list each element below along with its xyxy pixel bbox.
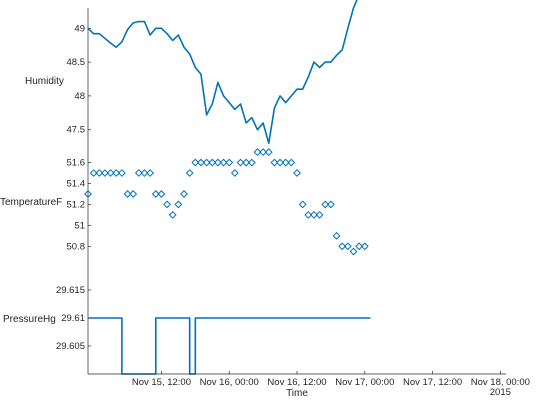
data-point (349, 247, 358, 256)
x-tick-label: Nov 18, 00:00 (471, 377, 530, 388)
data-point (151, 190, 160, 198)
x-axis-label: Time (286, 388, 308, 399)
data-point (310, 210, 318, 219)
data-point (230, 169, 239, 177)
data-point (242, 158, 251, 167)
data-point (225, 158, 234, 167)
data-point (355, 242, 364, 251)
data-point (202, 158, 211, 167)
series-line (88, 317, 371, 375)
data-point (174, 200, 183, 209)
y-tick-label: 29.61 (61, 313, 85, 324)
y-tick-label: 48 (74, 91, 85, 102)
data-point (89, 169, 98, 177)
data-point (168, 210, 177, 219)
data-point (304, 210, 313, 219)
panel-temperaturef: 50.8 51 51.2 51.4 51.6 TemperatureF (0, 148, 369, 262)
y-axis-label: Humidity (25, 76, 64, 87)
data-point (332, 231, 341, 240)
y-tick-label: 51 (74, 220, 85, 231)
data-point (185, 169, 194, 177)
data-point (95, 169, 104, 177)
y-tick-label: 51.6 (67, 158, 86, 169)
data-point (112, 169, 121, 177)
data-point (281, 158, 290, 167)
y-tick-label: 49 (74, 23, 85, 34)
data-point (259, 148, 268, 157)
panel-humidity: 47.5 48 48.5 49 Humidity (25, 0, 358, 150)
data-point (117, 169, 126, 177)
data-point (293, 169, 301, 177)
x-tick-year-label: 2015 (490, 387, 511, 398)
data-point (298, 200, 307, 209)
data-point (360, 242, 369, 251)
y-tick-label: 29.615 (56, 285, 85, 296)
y-tick-label: 47.5 (67, 125, 86, 136)
data-point (315, 210, 324, 219)
series-line (87, 0, 358, 145)
x-tick-label: Nov 16, 12:00 (267, 377, 326, 388)
x-tick-label: Nov 17, 00:00 (335, 377, 394, 388)
y-axis-label: TemperatureF (0, 197, 62, 208)
y-axis-label: PressureHg (3, 314, 56, 325)
data-point (270, 158, 279, 167)
data-point (180, 190, 188, 198)
data-point (287, 158, 296, 167)
y-tick-label: 48.5 (67, 57, 86, 68)
data-point (219, 158, 228, 167)
data-point (321, 200, 330, 209)
y-tick-label: 29.605 (56, 341, 85, 352)
data-point (338, 242, 347, 251)
y-tick-label: 50.8 (67, 241, 86, 252)
data-point (191, 158, 200, 167)
data-point (253, 148, 262, 157)
data-point (146, 169, 155, 177)
data-point (129, 190, 138, 198)
data-point (106, 169, 115, 177)
panel-pressurehg: 29.605 29.61 29.615 PressureHg Nov 15, 12:00… (3, 262, 530, 399)
data-point (214, 158, 222, 167)
data-point (343, 242, 352, 251)
y-tick-label: 51.2 (67, 199, 86, 210)
chart-panels: 47.5 48 48.5 49 Humidity 50.8 51 51.2 51.4 51.6 Te… (0, 0, 530, 399)
data-point (208, 158, 217, 167)
x-tick-label: Nov 17, 12:00 (403, 377, 462, 388)
data-point (236, 158, 245, 167)
data-point (123, 190, 132, 198)
data-point (140, 169, 149, 177)
x-tick-label: Nov 16, 00:00 (200, 377, 259, 388)
x-tick-label: Nov 15, 12:00 (132, 377, 191, 388)
data-point (247, 158, 256, 167)
data-point (134, 169, 143, 177)
data-point (84, 190, 92, 198)
data-point (326, 200, 335, 209)
data-point (276, 158, 284, 167)
y-tick-label: 51.4 (67, 178, 86, 189)
data-point (101, 169, 109, 177)
data-point (163, 200, 171, 209)
data-point (197, 158, 205, 167)
data-point (157, 190, 166, 198)
data-point (264, 148, 273, 157)
